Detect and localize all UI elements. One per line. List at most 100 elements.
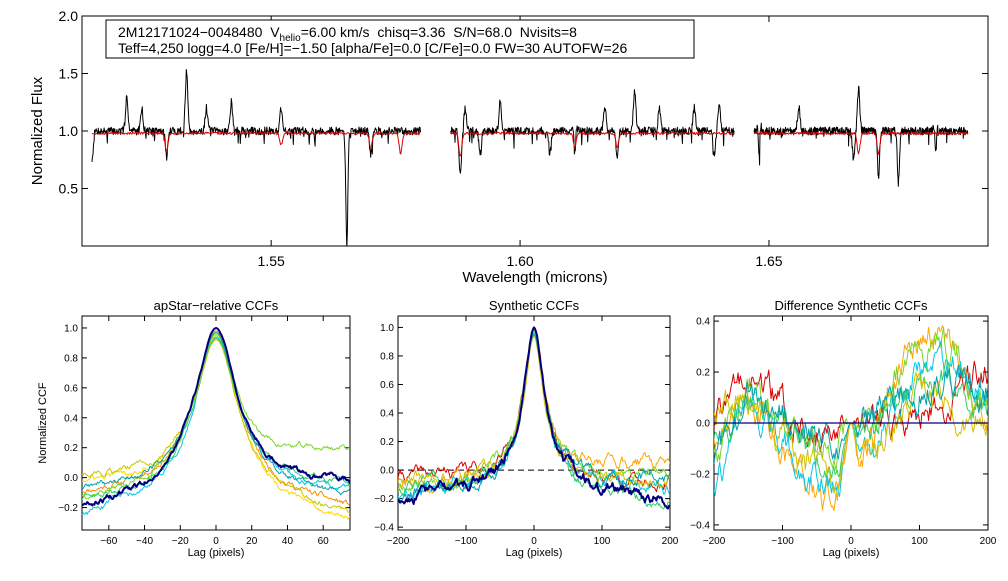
chart-title: apStar−relative CCFs <box>154 298 279 313</box>
plot-area <box>398 326 670 510</box>
x-tick-label: −60 <box>100 536 117 547</box>
x-tick-label: −200 <box>387 536 410 547</box>
x-tick-label: −40 <box>136 536 153 547</box>
x-tick-label: 60 <box>318 536 330 547</box>
y-tick-label: 0.6 <box>64 383 78 394</box>
x-tick-label: −20 <box>172 536 189 547</box>
y-tick-label: −0.2 <box>690 469 710 480</box>
plot-area <box>714 325 988 512</box>
observed-spectrum-chip-1 <box>91 69 421 246</box>
ccf-series-visit-2 <box>82 335 350 520</box>
ccf-series-visit-5 <box>82 337 350 501</box>
ccf-series-visit-1 <box>82 330 350 505</box>
diff-series-visit-7 <box>714 364 988 464</box>
x-tick-label: −100 <box>771 536 794 547</box>
y-tick-label: 0.2 <box>380 437 394 448</box>
model-spectrum-chip-1 <box>91 131 421 155</box>
annotation-space <box>262 24 270 40</box>
y-tick-label: −0.4 <box>374 523 394 534</box>
annotation-vval: =6.00 km/s <box>301 24 370 40</box>
panel-spectrum: 1.55 1.60 1.65 0.5 1.0 1.5 2.0 Wavelength (micr… <box>29 8 989 286</box>
y-tick-label: 0.8 <box>380 351 394 362</box>
model-spectrum-chip-2 <box>450 131 735 157</box>
ccf-series-visit-3 <box>82 333 350 500</box>
observed-spectrum-chip-2 <box>450 89 735 174</box>
x-tick-label: 0 <box>213 536 219 547</box>
ccf-series-visit-2 <box>398 329 670 494</box>
plot-area <box>91 69 969 246</box>
x-tick-label: 0 <box>531 536 537 547</box>
x-tick-label: 200 <box>980 536 997 547</box>
x-axis-label: Lag (pixels) <box>506 547 563 559</box>
y-axis-label: Normalized Flux <box>29 76 46 185</box>
y-tick-label: −0.2 <box>58 503 78 514</box>
y-tick-label: 1.0 <box>380 323 394 334</box>
x-tick-label: 200 <box>662 536 679 547</box>
y-tick-label: 0.2 <box>696 368 710 379</box>
annotation-star: 2M12171024−0048480 <box>118 24 263 40</box>
y-tick-label: 0.8 <box>64 353 78 364</box>
annotation-sn: S/N=68.0 <box>453 24 512 40</box>
y-tick-label: 2.0 <box>59 8 79 24</box>
x-tick-label: 20 <box>246 536 258 547</box>
annotation-box <box>105 19 695 59</box>
annotation-line-2: Teff=4,250 logg=4.0 [Fe/H]=−1.50 [alpha/… <box>118 40 627 56</box>
y-tick-label: 1.5 <box>59 65 79 81</box>
annotation-space <box>445 24 453 40</box>
x-axis-label: Wavelength (microns) <box>462 269 607 286</box>
y-tick-label: 0.2 <box>64 443 78 454</box>
annotation-space <box>370 24 378 40</box>
y-axis-label: Normalized CCF <box>37 382 49 464</box>
y-tick-label: 0.5 <box>59 180 79 196</box>
y-tick-label: 0.4 <box>64 413 78 424</box>
x-tick-label: 100 <box>594 536 611 547</box>
x-tick-label: 100 <box>911 536 928 547</box>
x-tick-label: 1.55 <box>258 253 285 269</box>
y-tick-label: 0.0 <box>696 419 710 430</box>
model-spectrum-chip-3 <box>753 131 969 155</box>
y-tick-label: 0.0 <box>380 466 394 477</box>
x-tick-label: −200 <box>703 536 726 547</box>
x-axis-label: Lag (pixels) <box>823 547 880 559</box>
x-tick-label: 40 <box>282 536 294 547</box>
y-tick-label: 0.4 <box>696 317 710 328</box>
y-tick-label: 1.0 <box>64 323 78 334</box>
diff-series-visit-3 <box>714 326 988 472</box>
ccf-series-visit-6 <box>398 335 670 488</box>
ccf-series-combined <box>398 326 670 510</box>
ccf-series-visit-6 <box>82 339 350 514</box>
panel-ccf_synthetic: −200 −100 0 100 200 −0.4 −0.2 0.0 0.2 0.4 0.6 0.8 1.… <box>374 298 679 559</box>
ccf-series-visit-7 <box>82 332 350 496</box>
panel-ccf_difference: −200 −100 0 100 200 −0.4 −0.2 0.0 0.2 0.4 Differen… <box>690 298 997 559</box>
chart-title: Synthetic CCFs <box>489 298 580 313</box>
annotation-chisq: chisq=3.36 <box>377 24 445 40</box>
x-tick-label: 1.60 <box>506 253 533 269</box>
annotation-line-1: 2M12171024−0048480 Vhelio=6.00 km/s chis… <box>118 24 577 44</box>
ccf-series-visit-4 <box>82 336 350 515</box>
annotation-nv: Nvisits=8 <box>520 24 577 40</box>
panel-ccf_apstar: −60 −40 −20 0 20 40 60 −0.2 0.0 0.2 0.4 0.6 0.8 1.0 ap… <box>37 298 351 559</box>
x-tick-label: 0 <box>848 536 854 547</box>
ccf-series-combined <box>82 327 350 507</box>
y-tick-label: 0.6 <box>380 380 394 391</box>
y-tick-label: 1.0 <box>59 123 79 139</box>
y-tick-label: −0.2 <box>374 494 394 505</box>
observed-spectrum-chip-3 <box>753 85 969 187</box>
plot-frame <box>81 315 351 531</box>
y-tick-label: 0.0 <box>64 473 78 484</box>
x-axis-label: Lag (pixels) <box>188 547 245 559</box>
y-tick-label: 0.4 <box>380 409 394 420</box>
plot-area <box>82 327 350 520</box>
annotation-v: V <box>270 24 280 40</box>
ccf-series-visit-7 <box>398 334 670 504</box>
plot-frame <box>397 315 671 531</box>
x-tick-label: 1.65 <box>755 253 782 269</box>
ccf-series-visit-4 <box>398 332 670 501</box>
annotation-vsub: helio <box>280 33 302 44</box>
x-tick-label: −100 <box>455 536 478 547</box>
annotation-space <box>512 24 520 40</box>
chart-title: Difference Synthetic CCFs <box>775 298 928 313</box>
y-tick-label: −0.4 <box>690 520 710 531</box>
